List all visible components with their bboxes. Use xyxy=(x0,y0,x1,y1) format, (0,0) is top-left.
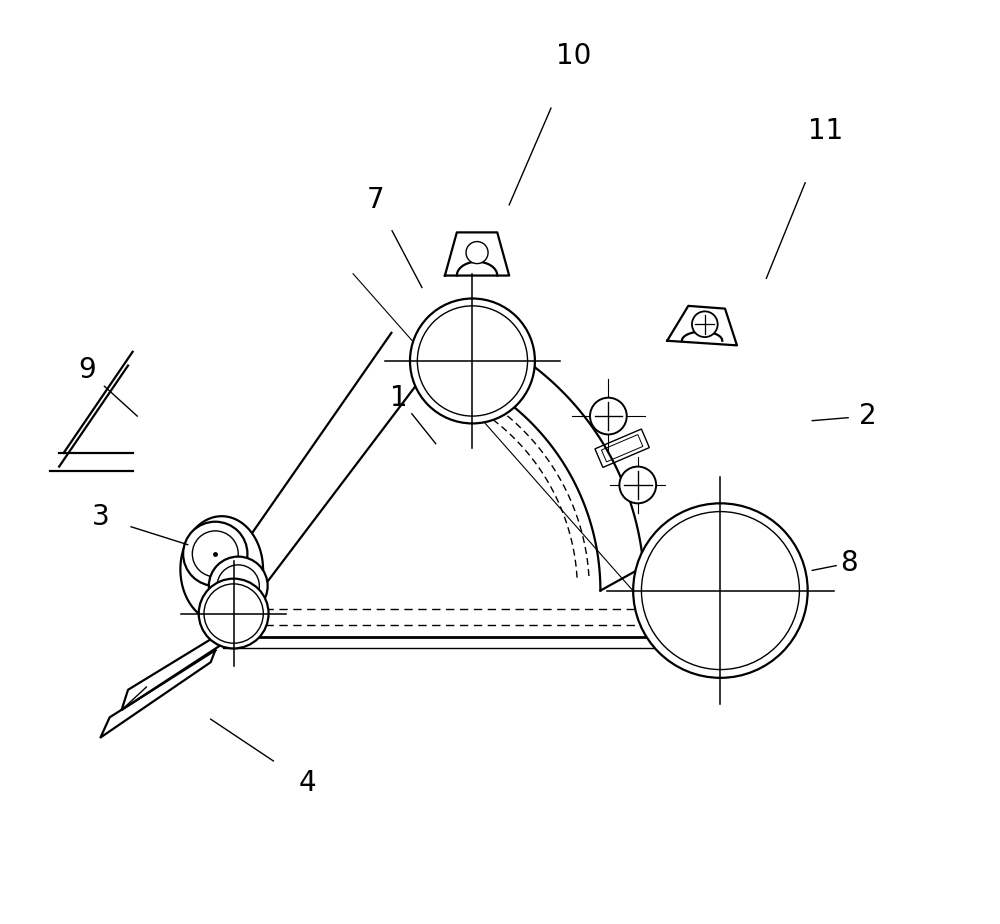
Polygon shape xyxy=(667,306,737,346)
Circle shape xyxy=(619,467,656,504)
Circle shape xyxy=(217,565,259,607)
Bar xyxy=(595,429,649,468)
Text: 3: 3 xyxy=(92,503,109,531)
Polygon shape xyxy=(100,650,215,737)
Circle shape xyxy=(692,311,718,337)
Text: 7: 7 xyxy=(367,187,385,214)
Text: 1: 1 xyxy=(390,383,408,412)
Text: 8: 8 xyxy=(840,549,858,577)
Circle shape xyxy=(183,522,247,586)
Circle shape xyxy=(199,578,269,649)
Circle shape xyxy=(204,584,263,643)
Circle shape xyxy=(466,241,488,263)
Circle shape xyxy=(192,531,238,577)
Circle shape xyxy=(633,504,808,678)
Polygon shape xyxy=(667,332,737,341)
Text: 4: 4 xyxy=(298,770,316,797)
Text: 11: 11 xyxy=(808,117,844,145)
Polygon shape xyxy=(445,261,509,275)
Circle shape xyxy=(641,512,799,670)
Bar xyxy=(601,434,643,462)
Circle shape xyxy=(209,556,268,615)
Circle shape xyxy=(410,298,535,423)
Text: 2: 2 xyxy=(859,402,876,430)
Text: 9: 9 xyxy=(78,356,96,384)
Circle shape xyxy=(590,397,627,434)
Text: 10: 10 xyxy=(556,43,591,70)
Circle shape xyxy=(417,306,528,416)
Polygon shape xyxy=(122,637,220,710)
Polygon shape xyxy=(445,233,509,275)
Polygon shape xyxy=(180,517,263,623)
